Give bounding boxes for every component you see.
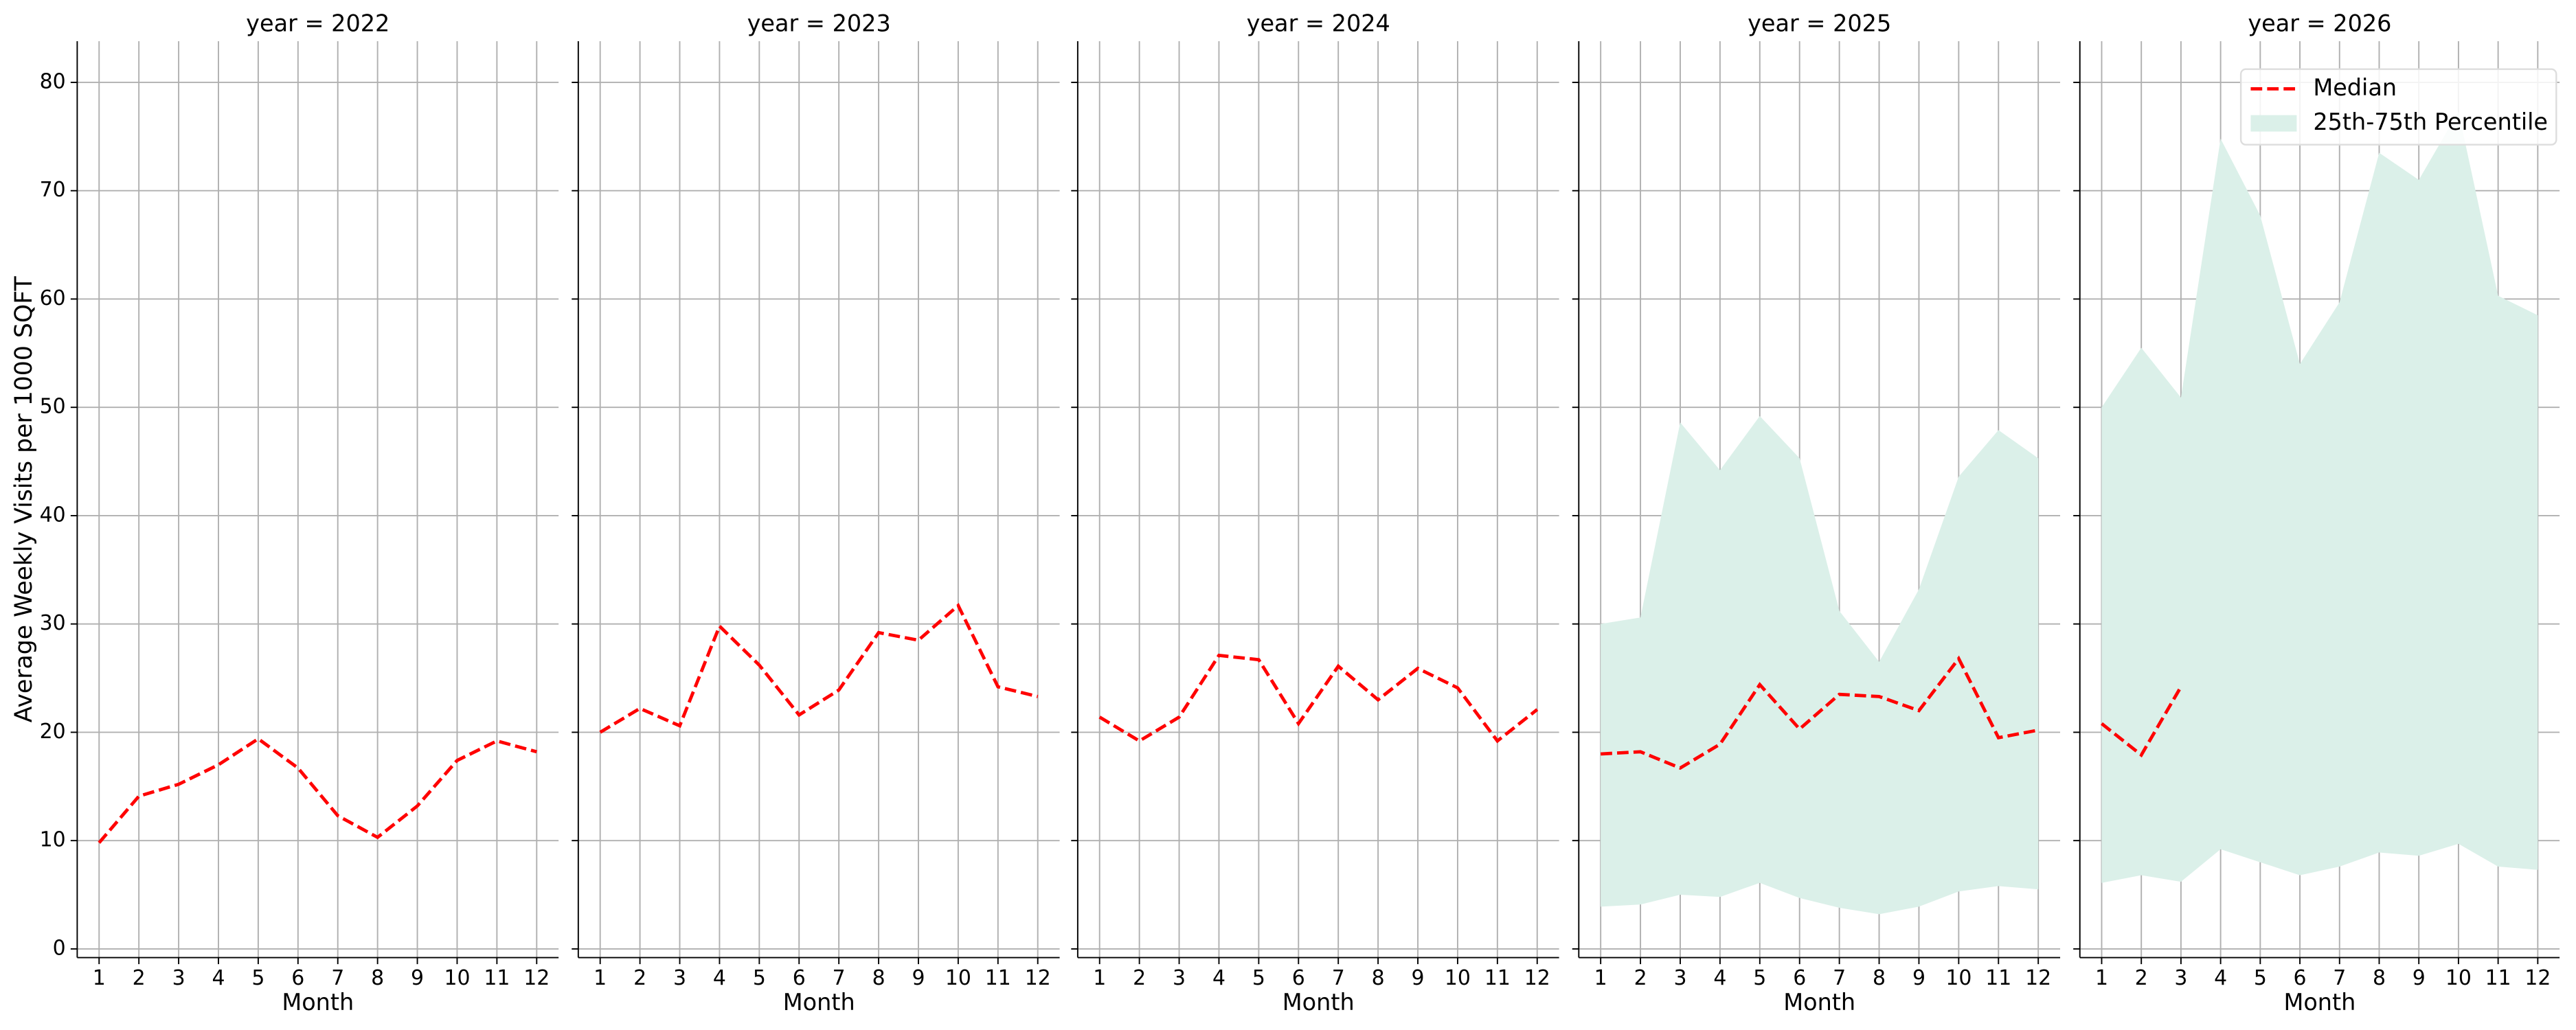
x-tick-label: 7 [331, 966, 344, 990]
x-tick-label: 7 [2333, 966, 2346, 990]
x-tick-label: 9 [2413, 966, 2426, 990]
x-tick-label: 4 [2214, 966, 2227, 990]
median-line [98, 736, 537, 844]
x-tick-label: 10 [444, 966, 470, 990]
x-tick-label: 2 [633, 966, 646, 990]
x-tick-label: 3 [1673, 966, 1686, 990]
x-tick-label: 4 [1212, 966, 1225, 990]
x-tick-label: 8 [1372, 966, 1385, 990]
x-tick-label: 10 [1445, 966, 1471, 990]
x-tick-label: 8 [2373, 966, 2386, 990]
x-tick-label: 10 [1945, 966, 1971, 990]
legend-label: 25th-75th Percentile [2313, 108, 2548, 135]
x-tick-label: 11 [985, 966, 1011, 990]
y-tick-label: 20 [40, 720, 66, 744]
panel-title: year = 2023 [747, 10, 891, 37]
x-tick-label: 12 [523, 966, 550, 990]
x-tick-label: 4 [713, 966, 726, 990]
panel-title: year = 2024 [1247, 10, 1390, 37]
x-tick-label: 5 [2254, 966, 2267, 990]
x-tick-label: 6 [1292, 966, 1305, 990]
median-line [2100, 685, 2182, 758]
x-tick-label: 1 [93, 966, 106, 990]
x-tick-label: 5 [753, 966, 766, 990]
percentile-band [1601, 415, 2039, 915]
x-tick-label: 8 [371, 966, 384, 990]
x-tick-label: 9 [912, 966, 925, 990]
x-tick-label: 8 [1873, 966, 1886, 990]
median-line [599, 603, 1039, 734]
y-tick-label: 30 [40, 611, 66, 635]
x-tick-label: 4 [212, 966, 225, 990]
x-tick-label: 10 [945, 966, 971, 990]
x-tick-label: 3 [673, 966, 686, 990]
x-tick-label: 4 [1713, 966, 1726, 990]
y-tick-label: 40 [40, 503, 66, 527]
x-tick-label: 12 [2524, 966, 2551, 990]
y-tick-label: 60 [40, 286, 66, 310]
x-tick-label: 7 [833, 966, 846, 990]
x-tick-label: 9 [1412, 966, 1425, 990]
x-tick-label: 11 [1985, 966, 2011, 990]
x-tick-label: 9 [1912, 966, 1925, 990]
y-tick-label: 50 [40, 395, 66, 419]
x-tick-label: 7 [1332, 966, 1345, 990]
x-axis-label: Month [2283, 989, 2355, 1016]
x-tick-label: 1 [1594, 966, 1607, 990]
x-tick-label: 3 [1173, 966, 1186, 990]
x-tick-label: 12 [1524, 966, 1550, 990]
x-tick-label: 12 [2025, 966, 2051, 990]
x-axis-label: Month [1783, 989, 1855, 1016]
x-tick-label: 12 [1025, 966, 1051, 990]
x-tick-label: 8 [872, 966, 885, 990]
x-axis-label: Month [783, 989, 855, 1016]
y-tick-label: 0 [53, 936, 66, 960]
legend-frame [2239, 68, 2557, 146]
x-tick-label: 3 [2174, 966, 2187, 990]
legend-label: Median [2313, 74, 2397, 101]
panel-title: year = 2026 [2248, 10, 2391, 37]
x-tick-label: 2 [2135, 966, 2148, 990]
x-tick-label: 2 [1634, 966, 1647, 990]
x-tick-label: 5 [251, 966, 264, 990]
x-tick-label: 1 [1093, 966, 1106, 990]
panel-title: year = 2025 [1748, 10, 1891, 37]
x-tick-label: 1 [2095, 966, 2108, 990]
x-tick-label: 11 [484, 966, 510, 990]
x-tick-label: 11 [1484, 966, 1511, 990]
x-tick-label: 6 [291, 966, 304, 990]
median-line [1098, 653, 1539, 744]
x-tick-label: 3 [172, 966, 185, 990]
legend: Median 25th-75th Percentile [2239, 68, 2557, 146]
x-axis-label: Month [282, 989, 354, 1016]
y-axis-label: Average Weekly Visits per 1000 SQFT [10, 275, 38, 722]
x-tick-label: 5 [1252, 966, 1265, 990]
y-tick-label: 10 [40, 828, 66, 852]
median-line [1601, 655, 2039, 770]
x-tick-label: 6 [1793, 966, 1806, 990]
x-tick-label: 2 [1133, 966, 1146, 990]
x-tick-label: 9 [411, 966, 424, 990]
x-tick-label: 1 [594, 966, 607, 990]
percentile-band [2101, 111, 2538, 883]
legend-swatch [2250, 115, 2297, 132]
y-tick-label: 80 [40, 69, 66, 93]
x-tick-label: 5 [1753, 966, 1766, 990]
x-tick-label: 6 [2294, 966, 2307, 990]
x-tick-label: 2 [133, 966, 146, 990]
x-tick-label: 10 [2445, 966, 2472, 990]
x-axis-label: Month [1283, 989, 1355, 1016]
y-tick-label: 70 [40, 178, 66, 202]
x-tick-label: 7 [1833, 966, 1846, 990]
x-tick-label: 6 [793, 966, 806, 990]
x-tick-label: 11 [2485, 966, 2511, 990]
panel-title: year = 2022 [246, 10, 389, 37]
